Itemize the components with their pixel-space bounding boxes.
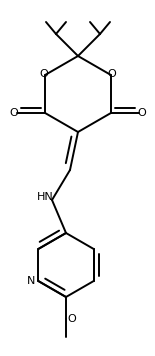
Text: O: O [108,69,116,79]
Text: N: N [27,276,35,286]
Text: O: O [40,69,49,79]
Text: O: O [68,314,76,324]
Text: O: O [137,108,146,118]
Text: O: O [10,108,18,118]
Text: HN: HN [37,192,53,202]
